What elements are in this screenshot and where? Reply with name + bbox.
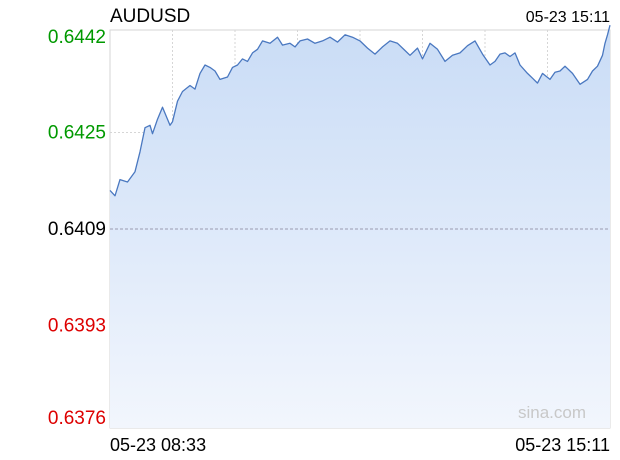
y-tick-label: 0.6393 [48, 315, 106, 336]
price-line [109, 25, 611, 197]
price-area-layer [109, 25, 611, 428]
chart-timestamp: 05-23 15:11 [526, 9, 610, 26]
chart-title: AUDUSD [110, 6, 190, 27]
y-tick-label: 0.6376 [48, 408, 106, 429]
y-tick-label: 0.6425 [48, 123, 106, 144]
y-tick-label: 0.6442 [48, 27, 106, 48]
y-tick-label: 0.6409 [48, 219, 106, 240]
x-axis-end-label: 05-23 15:11 [515, 435, 610, 455]
watermark: sina.com [518, 403, 586, 422]
y-axis-labels: 0.6442 0.6425 0.6409 0.6393 0.6376 [48, 27, 106, 429]
x-axis-start-label: 05-23 08:33 [110, 435, 206, 455]
price-area-fill [110, 25, 610, 428]
